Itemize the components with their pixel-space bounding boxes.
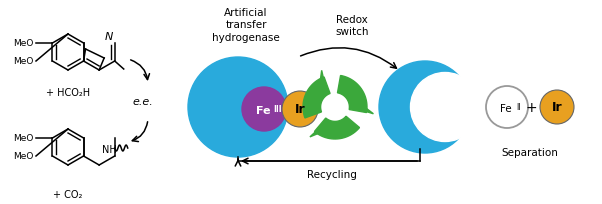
Text: MeO: MeO [13, 152, 33, 161]
Text: NH: NH [102, 144, 116, 154]
Text: +: + [525, 101, 537, 114]
Polygon shape [314, 117, 359, 139]
Polygon shape [338, 76, 367, 113]
Circle shape [188, 58, 288, 157]
Circle shape [282, 92, 318, 127]
Circle shape [540, 91, 574, 124]
Circle shape [411, 73, 480, 142]
Text: N: N [104, 32, 113, 42]
Text: + HCO₂H: + HCO₂H [46, 88, 90, 98]
Text: Separation: Separation [501, 147, 559, 157]
Text: Artificial
transfer
hydrogenase: Artificial transfer hydrogenase [212, 8, 280, 43]
Text: Ir: Ir [295, 103, 305, 116]
Text: Redox
switch: Redox switch [335, 15, 369, 37]
Polygon shape [351, 97, 373, 114]
Text: MeO: MeO [13, 134, 33, 143]
Text: Fe: Fe [256, 105, 270, 115]
Circle shape [379, 62, 471, 153]
Text: MeO: MeO [13, 39, 33, 48]
Text: Fe: Fe [500, 103, 512, 113]
Polygon shape [310, 126, 337, 137]
Circle shape [486, 86, 528, 128]
Text: Recycling: Recycling [306, 169, 356, 179]
Text: e.e.: e.e. [132, 96, 154, 106]
Text: III: III [273, 104, 282, 113]
Polygon shape [303, 78, 330, 118]
Text: + CO₂: + CO₂ [54, 189, 82, 199]
Text: II: II [516, 102, 521, 111]
Text: MeO: MeO [13, 57, 33, 66]
Circle shape [242, 88, 286, 131]
Polygon shape [318, 71, 323, 99]
Text: Ir: Ir [551, 101, 562, 114]
